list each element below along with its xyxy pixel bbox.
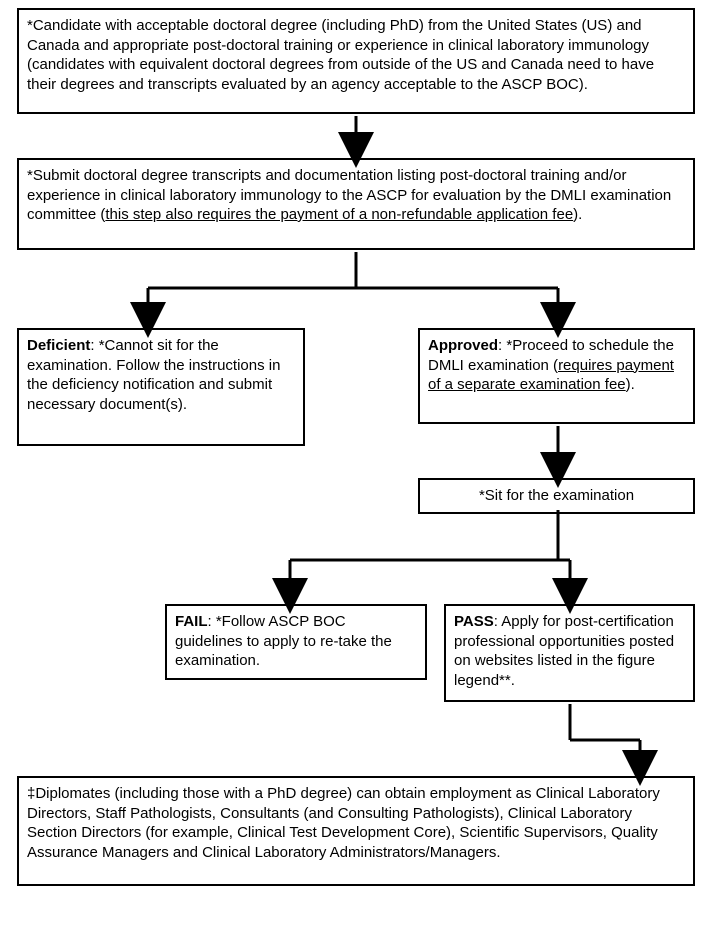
node-submit: *Submit doctoral degree transcripts and … <box>17 158 695 250</box>
node-sit: *Sit for the examination <box>418 478 695 514</box>
node-candidate: *Candidate with acceptable doctoral degr… <box>17 8 695 114</box>
text-deficient: Deficient: *Cannot sit for the examinati… <box>27 337 280 413</box>
node-approved: Approved: *Proceed to schedule the DMLI … <box>418 328 695 424</box>
node-pass: PASS: Apply for post-certification profe… <box>444 604 695 702</box>
text-submit: *Submit doctoral degree transcripts and … <box>27 167 671 223</box>
text-diplomates: ‡Diplomates (including those with a PhD … <box>27 785 660 861</box>
text-candidate: *Candidate with acceptable doctoral degr… <box>27 17 654 93</box>
text-fail: FAIL: *Follow ASCP BOC guidelines to app… <box>175 613 392 669</box>
text-pass: PASS: Apply for post-certification profe… <box>454 613 674 689</box>
text-sit: *Sit for the examination <box>479 487 634 504</box>
node-fail: FAIL: *Follow ASCP BOC guidelines to app… <box>165 604 427 680</box>
node-diplomates: ‡Diplomates (including those with a PhD … <box>17 776 695 886</box>
text-approved: Approved: *Proceed to schedule the DMLI … <box>428 337 674 393</box>
node-deficient: Deficient: *Cannot sit for the examinati… <box>17 328 305 446</box>
